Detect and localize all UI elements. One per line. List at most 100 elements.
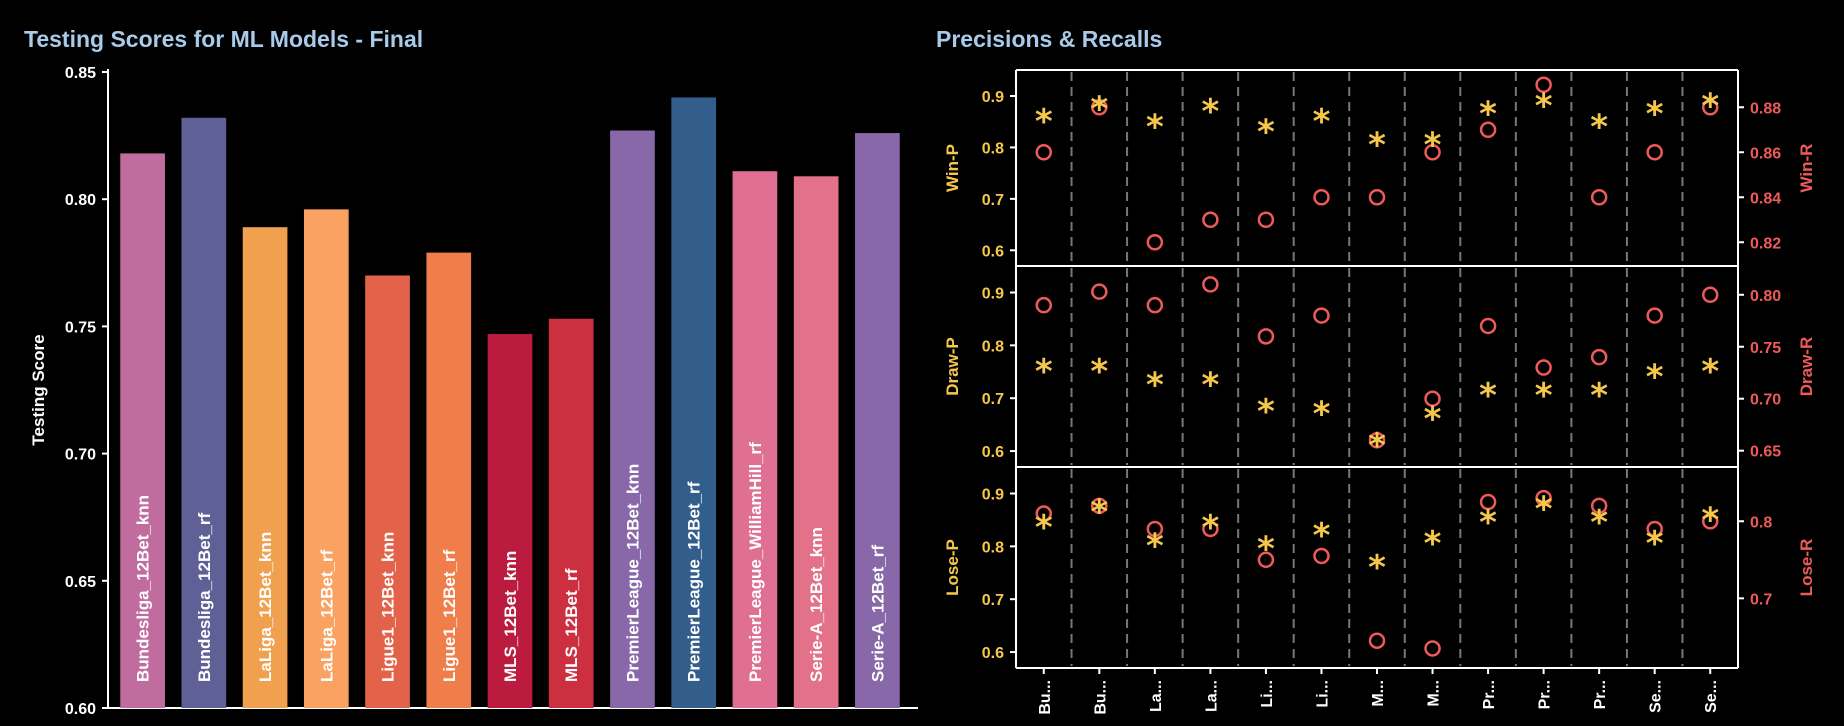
recall-marker: [1146, 234, 1164, 251]
bar-label: MLS_12Bet_knn: [501, 551, 520, 682]
scatter-x-tick-label: M...: [1426, 680, 1443, 707]
bar-label: LaLiga_12Bet_rf: [317, 549, 336, 682]
precision-marker: *: [1701, 500, 1719, 540]
recall-marker: [1146, 296, 1164, 314]
precision-marker: *: [1090, 492, 1108, 532]
recall-marker: [1313, 547, 1330, 565]
scatter-chart: 0.6 0.7 0.8 0.9 0.82 0.84 0.86 0.88 Win-P Win-R * *…: [943, 69, 1816, 715]
recall-marker: [1035, 144, 1053, 161]
precision-marker: *: [1257, 392, 1275, 432]
bar-label: Serie-A_12Bet_knn: [807, 527, 826, 682]
bar-y-tick-label: 0.80: [65, 192, 96, 209]
bar: [610, 130, 655, 709]
precision-marker: *: [1646, 357, 1664, 397]
scatter-x-tick-label: Bu...: [1037, 680, 1054, 715]
precision-tick-label: 0.6: [982, 444, 1004, 461]
precision-marker: *: [1479, 503, 1497, 543]
precision-marker: *: [1701, 352, 1719, 392]
precision-marker: *: [1146, 365, 1164, 405]
precision-marker: *: [1479, 376, 1497, 416]
bar-y-tick-label: 0.85: [65, 65, 96, 82]
recall-marker: [1646, 520, 1663, 538]
bar-label: Ligue1_12Bet_knn: [379, 532, 398, 682]
bar: [120, 153, 165, 708]
recall-marker: [1424, 390, 1441, 407]
precision-tick-label: 0.6: [982, 645, 1004, 662]
precision-marker: *: [1313, 516, 1331, 556]
bar: [365, 275, 410, 708]
precision-marker: *: [1146, 527, 1164, 567]
precision-tick-label: 0.8: [982, 338, 1004, 355]
recall-tick-label: 0.84: [1750, 190, 1781, 207]
bar: [242, 227, 288, 708]
scatter-x-tick-label: Li...: [1259, 680, 1276, 708]
precision-tick-label: 0.8: [982, 140, 1004, 157]
precision-marker: *: [1424, 125, 1442, 165]
bar-label: MLS_12Bet_rf: [562, 568, 581, 682]
precision-marker: *: [1035, 352, 1053, 392]
scatter-x-tick-label: Pr...: [1592, 680, 1609, 709]
recall-marker: [1202, 520, 1219, 538]
recall-tick-label: 0.65: [1750, 444, 1781, 461]
precision-marker: *: [1146, 107, 1164, 147]
scatter-x-tick-label: Pr...: [1481, 680, 1498, 709]
precision-marker: *: [1368, 426, 1386, 466]
bar-label: LaLiga_12Bet_knn: [256, 532, 275, 682]
recall-tick-label: 0.86: [1750, 145, 1781, 162]
precision-tick-label: 0.7: [982, 192, 1004, 209]
bar-label: PremierLeague_12Bet_rf: [685, 481, 704, 682]
recall-axis-label: Draw-R: [1797, 337, 1816, 397]
precision-marker: *: [1035, 102, 1053, 142]
recall-marker: [1590, 348, 1608, 366]
recall-tick-label: 0.7: [1750, 591, 1772, 608]
precision-tick-label: 0.8: [982, 539, 1004, 556]
precision-tick-label: 0.6: [982, 243, 1004, 260]
scatter-x-tick-label: Se...: [1703, 680, 1720, 713]
recall-marker: [1368, 432, 1386, 449]
precision-marker: *: [1201, 508, 1219, 548]
recall-marker: [1479, 317, 1497, 335]
recall-marker: [1202, 276, 1219, 293]
precision-marker: *: [1090, 352, 1108, 392]
precision-marker: *: [1201, 92, 1219, 132]
precision-axis-label: Lose-P: [943, 539, 962, 596]
recall-tick-label: 0.80: [1750, 288, 1781, 305]
precision-marker: *: [1368, 548, 1386, 588]
precision-marker: *: [1424, 400, 1442, 440]
recall-marker: [1091, 497, 1108, 515]
recall-marker: [1035, 505, 1053, 522]
bar-label: Bundesliga_12Bet_knn: [134, 495, 153, 682]
recall-marker: [1535, 359, 1552, 376]
bar-y-tick-label: 0.60: [65, 701, 96, 718]
bar-y-tick-label: 0.70: [65, 447, 96, 464]
precision-marker: *: [1701, 87, 1719, 127]
recall-marker: [1091, 283, 1108, 300]
precision-tick-label: 0.9: [982, 487, 1004, 504]
bar-chart: 0.60 0.65 0.70 0.75 0.80 0.85 Testing Score Bun…: [29, 65, 918, 718]
bar: [855, 133, 900, 708]
precision-marker: *: [1646, 94, 1664, 134]
precision-marker: *: [1590, 503, 1608, 543]
recall-axis-label: Win-R: [1797, 144, 1816, 193]
precision-marker: *: [1257, 112, 1275, 152]
recall-tick-label: 0.88: [1750, 100, 1781, 117]
bar: [487, 334, 533, 708]
precision-marker: *: [1201, 365, 1219, 405]
recall-marker: [1646, 144, 1663, 161]
scatter-x-tick-label: Bu...: [1092, 680, 1109, 715]
recall-tick-label: 0.82: [1750, 235, 1781, 252]
bar-y-axis-label: Testing Score: [29, 334, 48, 445]
scatter-chart-title: Precisions & Recalls: [936, 26, 1162, 52]
bar: [793, 176, 839, 708]
recall-tick-label: 0.75: [1750, 340, 1781, 357]
precision-tick-label: 0.9: [982, 286, 1004, 303]
bar: [732, 171, 778, 708]
precision-axis-label: Win-P: [943, 144, 962, 192]
precision-marker: *: [1590, 376, 1608, 416]
bar-y-tick-label: 0.65: [65, 574, 96, 591]
recall-marker: [1368, 632, 1386, 649]
precision-marker: *: [1535, 87, 1553, 127]
recall-marker: [1479, 493, 1497, 511]
recall-tick-label: 0.8: [1750, 514, 1772, 531]
bar-label: Serie-A_12Bet_rf: [868, 545, 887, 682]
